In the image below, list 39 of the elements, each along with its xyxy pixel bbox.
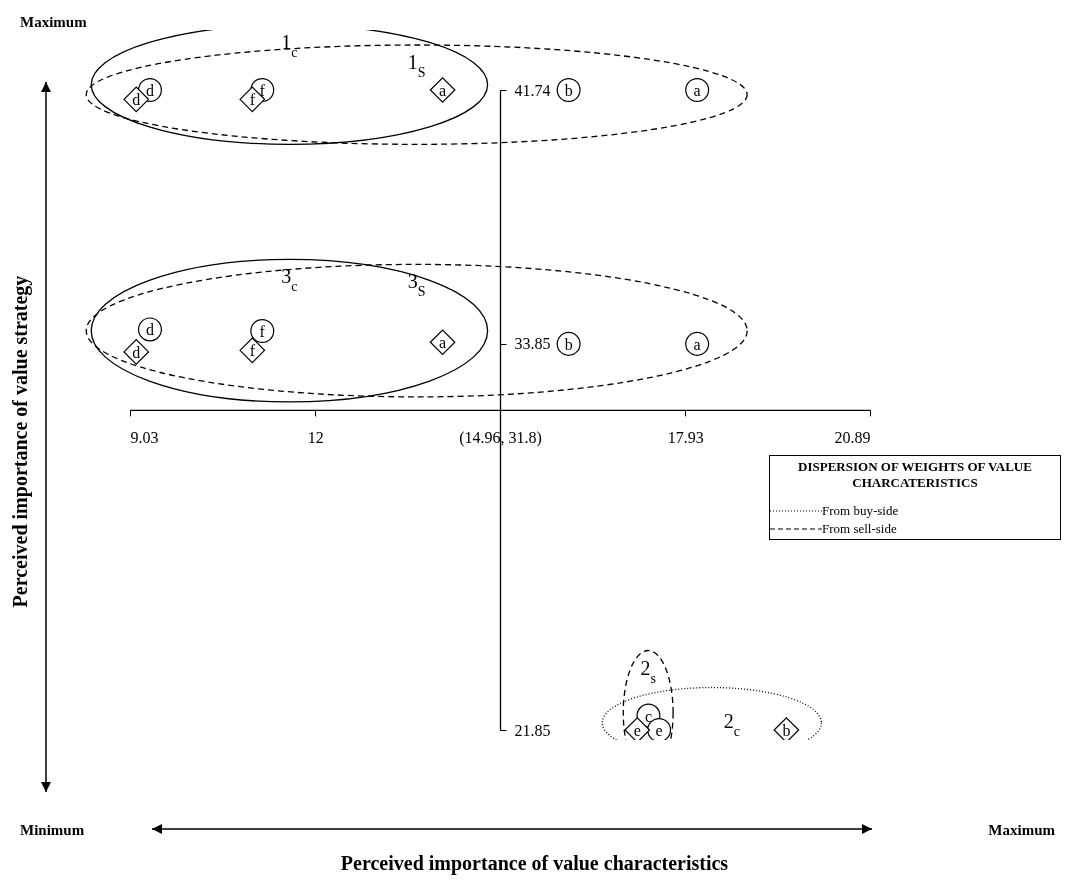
data-label: f bbox=[249, 342, 256, 360]
x-tick-label: 17.93 bbox=[667, 429, 704, 447]
y-tick-label: 41.74 bbox=[514, 81, 551, 99]
data-label: d bbox=[132, 343, 141, 361]
data-label: b bbox=[564, 335, 573, 353]
annotation: From sell-side bbox=[822, 521, 897, 537]
y-tick-label: 33.85 bbox=[514, 335, 551, 353]
data-label: d bbox=[132, 91, 141, 109]
y-tick-label: 21.85 bbox=[514, 721, 551, 739]
data-label: b bbox=[782, 722, 791, 739]
data-label: f bbox=[259, 82, 266, 99]
annotation: 2$_{s}$ bbox=[640, 656, 656, 686]
annotation: 3$_{S}$ bbox=[407, 270, 426, 299]
text: Minimum bbox=[20, 822, 85, 839]
annotation: From buy-side bbox=[822, 503, 899, 519]
data-label: a bbox=[693, 335, 701, 353]
text: Maximum bbox=[20, 14, 87, 31]
text: 1$_{S}$ bbox=[407, 51, 426, 80]
data-label: f bbox=[259, 323, 266, 341]
data-label: d bbox=[145, 82, 154, 99]
data-label: b bbox=[564, 82, 573, 99]
data-label: f bbox=[249, 91, 256, 109]
data-label: e bbox=[633, 722, 641, 739]
x-tick-label: 9.03 bbox=[130, 429, 159, 447]
y-axis-title: Perceived importance of value strategy bbox=[8, 274, 32, 610]
text: Maximum bbox=[988, 822, 1055, 839]
data-label: e bbox=[655, 722, 663, 739]
annotation: 3$_{c}$ bbox=[281, 265, 298, 294]
text: 1$_{c}$ bbox=[281, 31, 298, 60]
data-label: d bbox=[145, 321, 154, 339]
data-label: a bbox=[693, 82, 701, 99]
annotation: 2$_{c}$ bbox=[723, 709, 740, 739]
x-tick-label: 20.89 bbox=[834, 429, 871, 447]
x-tick-label: 12 bbox=[307, 429, 324, 447]
text: Perceived importance of value characteristics bbox=[339, 852, 730, 875]
data-label: a bbox=[439, 334, 447, 352]
legend-title: DISPERSION OF WEIGHTS OF VALUE CHARCATERISTICS bbox=[797, 458, 1033, 492]
data-label: c bbox=[644, 707, 653, 725]
data-label: a bbox=[439, 82, 447, 99]
